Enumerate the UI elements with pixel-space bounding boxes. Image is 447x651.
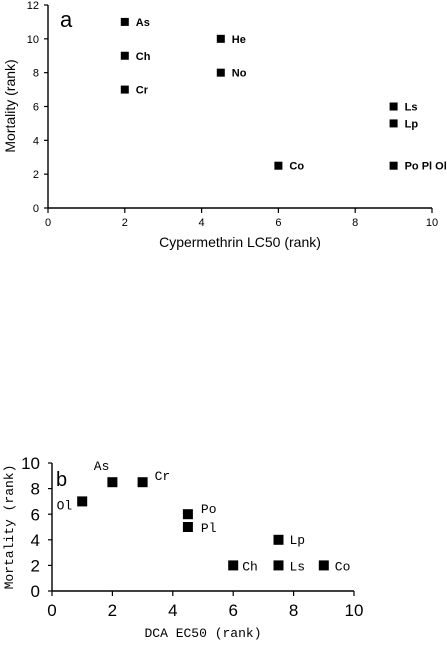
data-point xyxy=(389,161,398,170)
x-tick-label: 8 xyxy=(289,601,298,620)
y-tick-label: 10 xyxy=(21,454,40,473)
y-tick-label: 4 xyxy=(31,531,40,550)
panel-label: a xyxy=(60,7,73,32)
x-tick-label: 2 xyxy=(108,601,117,620)
panel-b: 0 2 4 6 8 10 0 2 4 6 8 10 Ol As Cr Po Pl Ch Lp Ls Co b DCA… xyxy=(2,454,363,641)
point-label: Po xyxy=(201,502,217,517)
data-point xyxy=(120,85,129,94)
data-point xyxy=(77,496,88,507)
y-tick-label: 8 xyxy=(33,68,39,80)
point-label: Ls xyxy=(405,102,418,114)
y-tick-label: 2 xyxy=(33,169,39,181)
point-label: Co xyxy=(289,161,304,173)
point-label: As xyxy=(94,459,110,474)
panel-a: 0 2 4 6 8 10 0 2 4 6 8 10 12 As Ch Cr He No Co Ls Lp Po Pl … xyxy=(2,0,447,250)
x-tick-label: 4 xyxy=(168,601,177,620)
point-label: Lp xyxy=(290,533,306,548)
point-label: Ch xyxy=(242,559,258,574)
point-label: No xyxy=(232,68,247,80)
point-label: Co xyxy=(335,559,351,574)
y-tick-label: 10 xyxy=(27,34,39,46)
point-label: Ch xyxy=(136,51,151,63)
data-point xyxy=(137,477,148,488)
point-label: Ls xyxy=(290,559,306,574)
point-label: Po Pl Ol xyxy=(405,161,447,173)
point-label: Cr xyxy=(136,85,149,97)
data-point xyxy=(107,477,118,488)
point-label: Lp xyxy=(405,118,419,130)
x-tick-label: 8 xyxy=(352,217,358,229)
x-tick-label: 10 xyxy=(345,601,364,620)
point-label: Pl xyxy=(201,521,217,536)
y-tick-label: 2 xyxy=(31,557,40,576)
data-point xyxy=(216,68,225,77)
point-label: He xyxy=(232,34,246,46)
data-point xyxy=(120,51,129,60)
data-point xyxy=(216,34,225,43)
y-tick-label: 12 xyxy=(27,0,39,12)
x-tick-label: 4 xyxy=(199,217,205,229)
x-tick-label: 0 xyxy=(45,217,51,229)
data-point xyxy=(389,102,398,111)
x-tick-label: 6 xyxy=(275,217,281,229)
data-point xyxy=(273,534,284,545)
y-axis-label: Mortality (rank) xyxy=(2,465,17,590)
data-point xyxy=(318,560,329,571)
y-tick-label: 0 xyxy=(33,203,39,215)
x-tick-label: 2 xyxy=(122,217,128,229)
y-tick-label: 4 xyxy=(33,135,39,147)
data-point xyxy=(273,560,284,571)
x-tick-label: 0 xyxy=(47,601,56,620)
data-point xyxy=(120,17,129,26)
y-tick-label: 6 xyxy=(31,505,40,524)
point-label: Ol xyxy=(57,498,73,513)
data-point xyxy=(389,119,398,128)
x-tick-label: 10 xyxy=(426,217,438,229)
y-axis-label: Mortality (rank) xyxy=(2,59,18,152)
data-point xyxy=(274,161,283,170)
y-tick-label: 0 xyxy=(31,582,40,601)
panel-label: b xyxy=(56,469,67,491)
data-point xyxy=(182,522,193,532)
data-point xyxy=(228,560,239,571)
x-axis-label: Cypermethrin LC50 (rank) xyxy=(159,234,321,250)
data-point xyxy=(182,509,193,520)
x-axis-label: DCA EC50 (rank) xyxy=(144,626,261,641)
point-label: Cr xyxy=(155,469,171,484)
y-tick-label: 8 xyxy=(31,480,40,499)
x-tick-label: 6 xyxy=(228,601,237,620)
y-tick-label: 6 xyxy=(33,101,39,113)
point-label: As xyxy=(136,17,150,29)
